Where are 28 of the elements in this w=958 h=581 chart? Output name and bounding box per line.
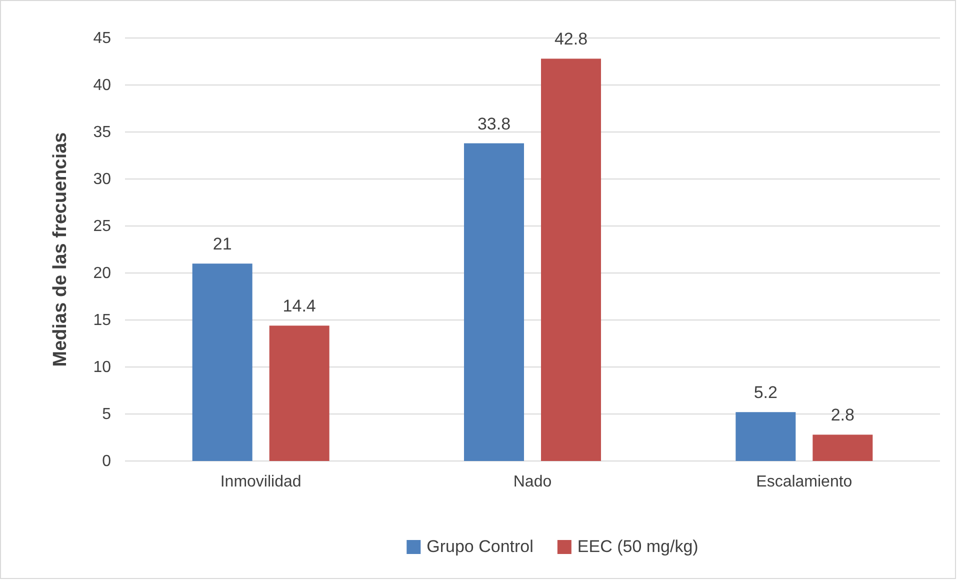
y-tick-label: 35 [93,124,112,142]
y-tick-label: 15 [93,312,112,330]
data-label: 21 [212,234,232,254]
data-label: 42.8 [554,30,588,49]
x-tick-label: Nado [513,473,552,490]
y-tick-label: 0 [102,453,112,470]
y-tick-label: 5 [102,406,112,424]
y-tick-label: 45 [93,30,112,48]
y-tick-label: 25 [93,218,112,236]
data-label: 14.4 [282,296,316,316]
x-tick-label: Escalamiento [756,473,852,490]
y-tick-label: 40 [93,77,112,94]
y-tick-label: 30 [93,171,112,188]
bar [541,58,601,461]
bar [736,412,796,461]
y-axis-title: Medias de las frecuencias [50,132,71,367]
legend-label: Grupo Control [426,537,534,556]
bar [192,264,252,461]
bar [812,434,873,461]
legend-label: EEC (50 mg/kg) [577,537,698,556]
bar [269,326,330,461]
data-label: 33.8 [477,114,511,134]
data-label: 2.8 [830,406,854,425]
data-label: 5.2 [754,383,778,402]
bar [464,143,524,461]
y-tick-label: 10 [93,359,112,376]
y-tick-label: 20 [93,265,112,282]
x-tick-label: Inmovilidad [220,473,302,490]
